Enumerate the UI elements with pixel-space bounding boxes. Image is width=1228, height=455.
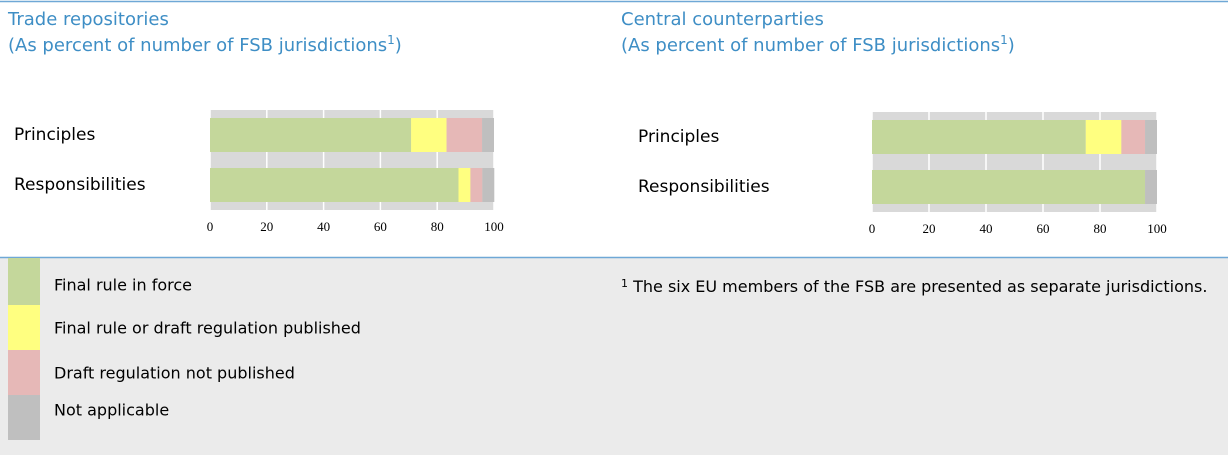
subtitle-part: (As percent of number of FSB jurisdictio…	[621, 35, 1000, 56]
bar-segment	[482, 168, 495, 202]
y-tick-label: Principles	[14, 125, 95, 145]
legend-label: Final rule or draft regulation published	[54, 319, 361, 338]
x-tick-label: 100	[484, 219, 504, 234]
legend-panel	[0, 257, 1228, 455]
x-tick-label: 0	[207, 219, 214, 234]
x-tick-label: 40	[980, 221, 993, 236]
bar-segment	[1085, 120, 1122, 154]
chart-subtitle: (As percent of number of FSB jurisdictio…	[8, 33, 402, 57]
legend-swatch	[8, 395, 40, 440]
bar-segment	[1145, 120, 1157, 154]
bar-segment	[482, 118, 494, 152]
footnote: 1 The six EU members of the FSB are pres…	[621, 274, 1228, 300]
legend-swatch	[8, 350, 40, 395]
x-tick-label: 20	[923, 221, 936, 236]
subtitle-part: 1	[387, 33, 395, 47]
x-tick-label: 20	[260, 219, 273, 234]
bar-segment	[1121, 120, 1146, 154]
bar-segment	[470, 168, 483, 202]
x-tick-label: 80	[1094, 221, 1107, 236]
bar-segment	[1145, 170, 1157, 204]
bar-segment	[458, 168, 471, 202]
subtitle-part: 1	[1000, 33, 1008, 47]
footnote-marker: 1	[621, 277, 628, 290]
bar-segment	[411, 118, 447, 152]
x-tick-label: 80	[431, 219, 444, 234]
bar-segment	[872, 170, 1146, 204]
chart-subtitle: (As percent of number of FSB jurisdictio…	[621, 33, 1015, 57]
y-tick-label: Principles	[638, 127, 719, 147]
bar-segment	[872, 120, 1086, 154]
chart-title: Trade repositories	[7, 9, 169, 30]
legend-label: Not applicable	[54, 401, 169, 420]
legend-swatch	[8, 258, 40, 305]
y-tick-label: Responsibilities	[638, 177, 770, 197]
bar-segment	[210, 168, 459, 202]
x-tick-label: 100	[1147, 221, 1167, 236]
legend-label: Draft regulation not published	[54, 364, 295, 383]
x-tick-label: 60	[1037, 221, 1050, 236]
x-tick-label: 0	[869, 221, 876, 236]
subtitle-part: (As percent of number of FSB jurisdictio…	[8, 35, 387, 56]
subtitle-part: )	[1008, 35, 1015, 56]
bar-segment	[210, 118, 412, 152]
legend-label: Final rule in force	[54, 276, 192, 295]
footnote-text: The six EU members of the FSB are presen…	[633, 277, 1208, 296]
subtitle-part: )	[395, 35, 402, 56]
bar-segment	[446, 118, 483, 152]
x-tick-label: 40	[317, 219, 330, 234]
chart-title: Central counterparties	[621, 9, 824, 30]
y-tick-label: Responsibilities	[14, 175, 146, 195]
x-tick-label: 60	[374, 219, 387, 234]
legend-swatch	[8, 305, 40, 350]
footnote-box: 1 The six EU members of the FSB are pres…	[621, 274, 1228, 334]
